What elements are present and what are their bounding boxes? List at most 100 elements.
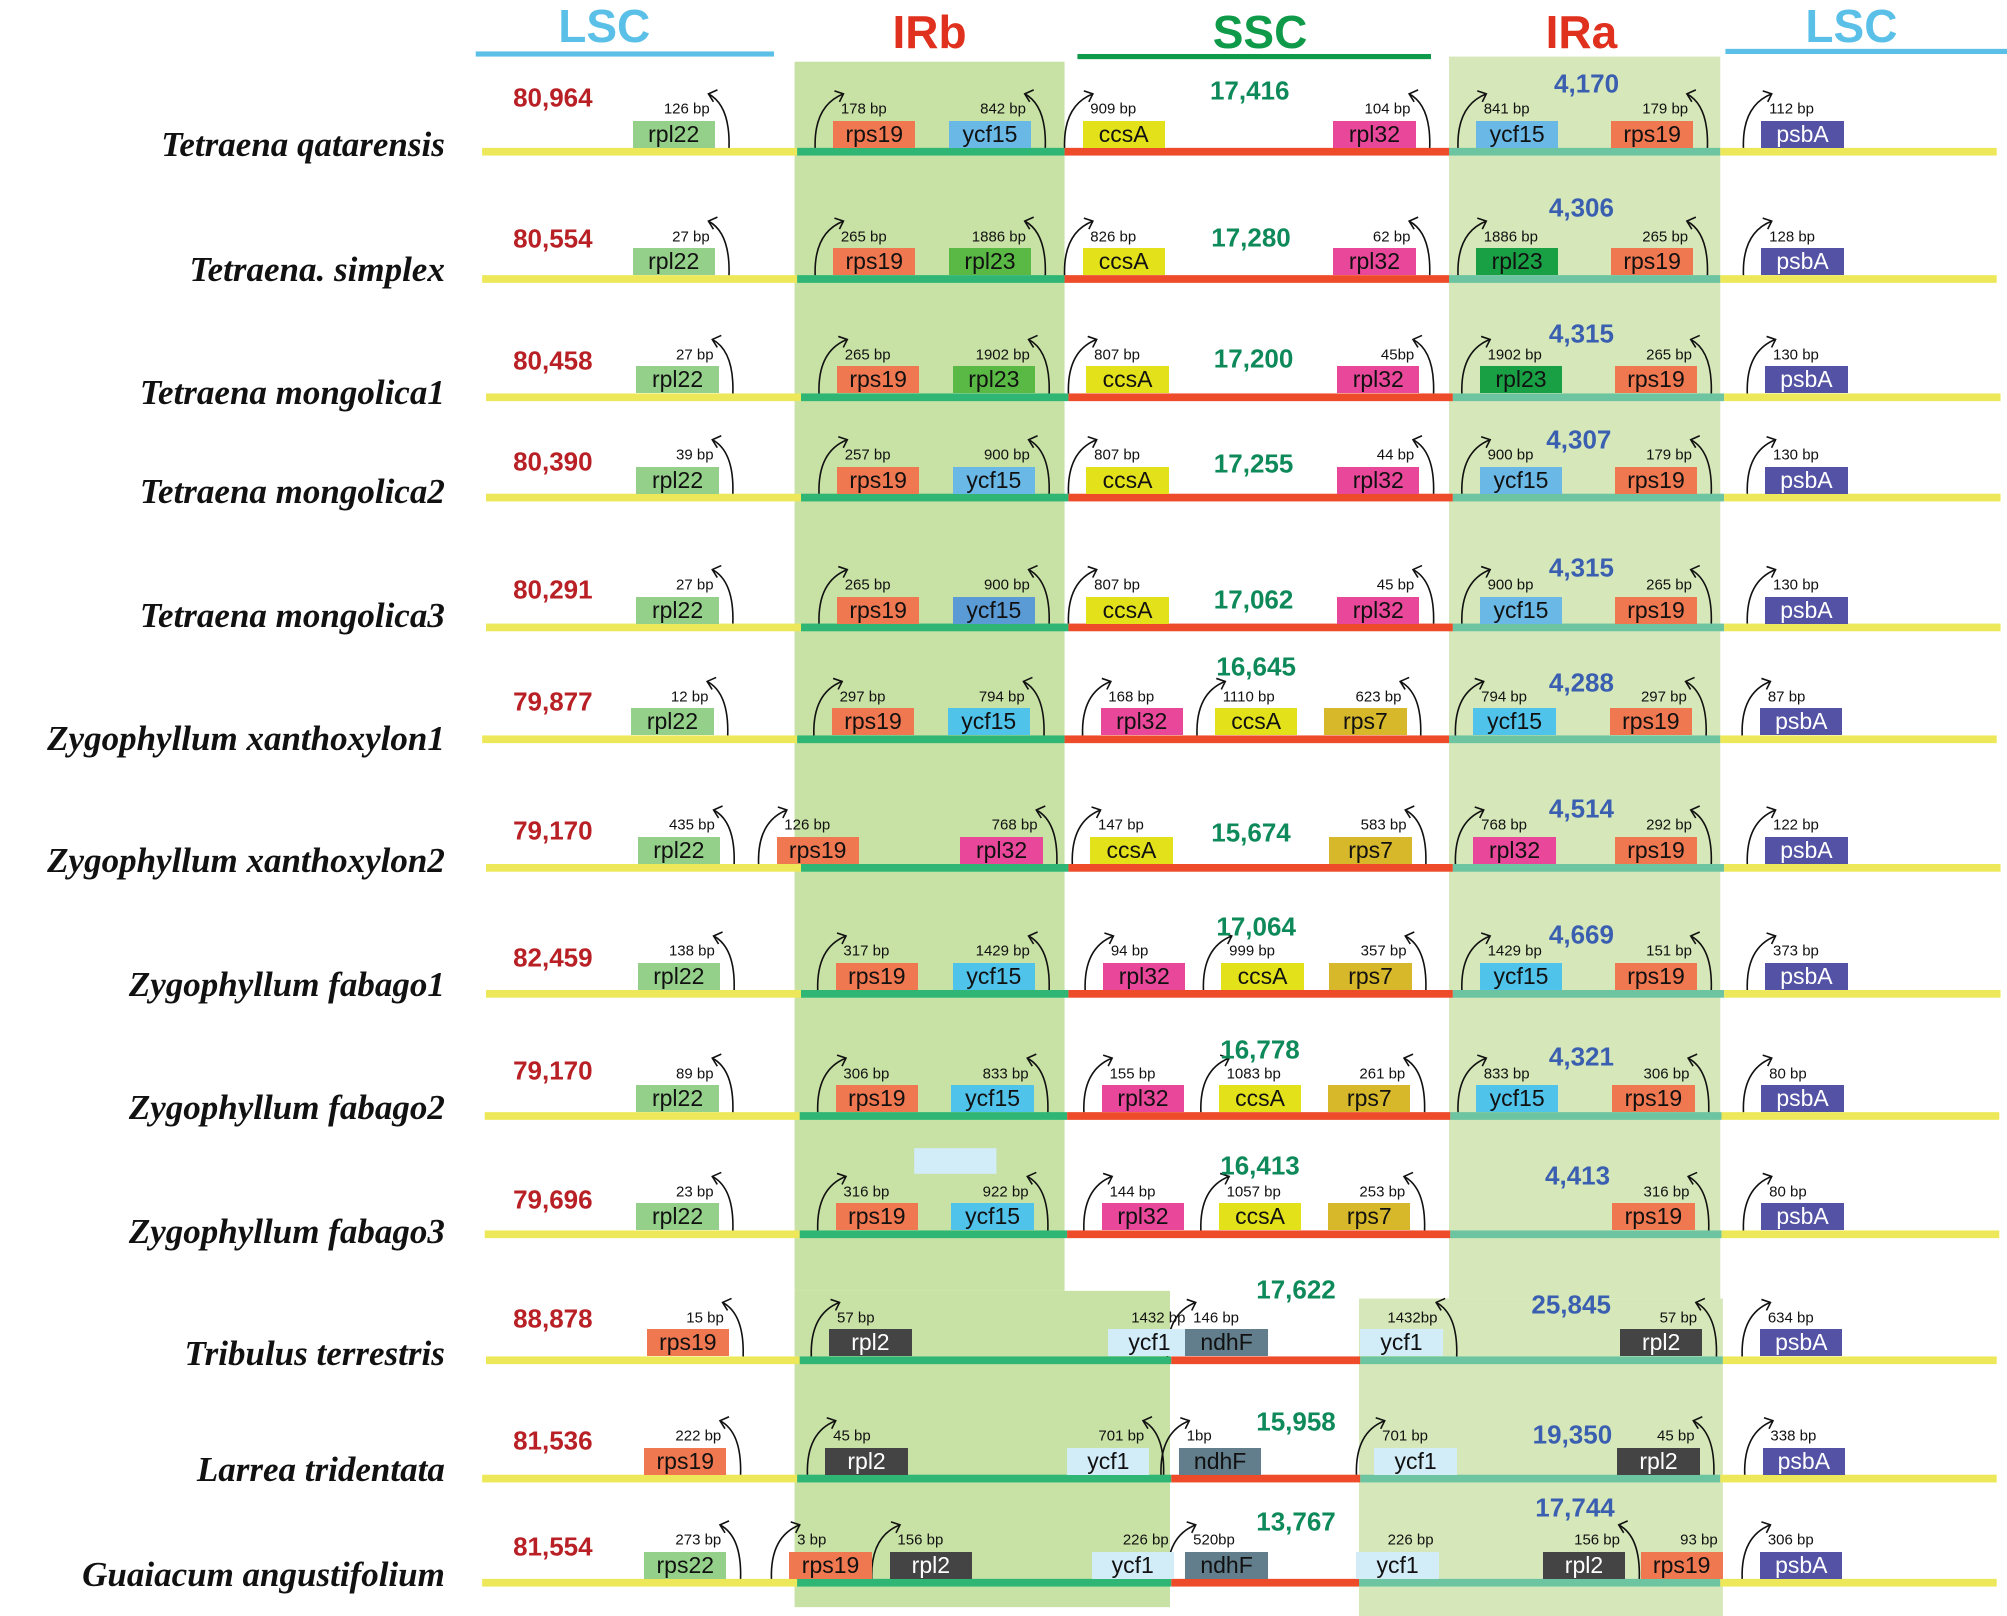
arrowhead-icon — [1685, 89, 1697, 103]
arrowhead-icon — [1766, 932, 1777, 945]
irb-segment — [801, 393, 1069, 402]
arrowhead-icon — [836, 1172, 848, 1185]
arrowhead-icon — [718, 1415, 730, 1430]
bp-label: 265 bp — [1646, 346, 1692, 364]
lsc-segment — [1720, 147, 1997, 156]
bp-label: 833 bp — [982, 1065, 1029, 1083]
arrow-right-icon — [1160, 1419, 1190, 1475]
bp-label: 292 bp — [1646, 816, 1692, 834]
arrowhead-icon — [1689, 564, 1701, 578]
gene-box-rps7: rps7 — [1324, 708, 1407, 736]
lsc-length: 80,964 — [513, 82, 593, 113]
arrowhead-icon — [1402, 1171, 1414, 1185]
arrowhead-icon — [1766, 435, 1777, 449]
gene-box-rpl32: rpl32 — [1103, 963, 1186, 990]
lsc-segment — [1724, 393, 2001, 402]
arrow-right-icon — [816, 935, 847, 991]
ssc-length: 16,645 — [1216, 651, 1296, 682]
arrow-right-icon — [1457, 220, 1487, 276]
arrowhead-icon — [1766, 335, 1777, 348]
arrow-left-icon — [708, 220, 730, 276]
arrow-left-icon — [706, 680, 729, 736]
irb-segment — [801, 990, 1069, 998]
gene-box-ycf1: ycf1 — [1108, 1329, 1191, 1357]
arrow-right-icon — [1746, 438, 1776, 494]
arrow-right-icon — [1084, 935, 1114, 991]
arrow-right-icon — [1355, 1419, 1386, 1475]
gene-box-ccsA: ccsA — [1082, 120, 1165, 148]
bp-label: 1432bp — [1387, 1309, 1438, 1327]
lsc-segment — [482, 1578, 798, 1587]
bp-label: 306 bp — [1643, 1065, 1690, 1083]
arrow-left-icon — [1408, 93, 1431, 148]
gene-box-rps19: rps19 — [833, 248, 916, 276]
arrow-right-icon — [1461, 438, 1491, 494]
arrow-right-icon — [818, 438, 848, 494]
arrowhead-icon — [1694, 1297, 1706, 1311]
lsc-segment — [482, 1474, 798, 1483]
bp-label: 841 bp — [1483, 100, 1530, 118]
header-underline-ssc — [1077, 54, 1431, 60]
gene-box-ccsA: ccsA — [1218, 1203, 1302, 1231]
bp-label: 1902 bp — [1487, 346, 1542, 364]
lsc-segment — [482, 147, 798, 156]
bp-label: 306 bp — [1767, 1531, 1814, 1549]
arrowhead-icon — [777, 806, 788, 819]
ira-segment — [1452, 493, 1725, 502]
bp-label: 306 bp — [843, 1065, 890, 1083]
bp-label: 842 bp — [980, 100, 1026, 118]
ira-segment — [1360, 1474, 1721, 1483]
ira-segment — [1452, 623, 1725, 632]
arrow-left-icon — [1404, 809, 1427, 865]
arrow-left-icon — [719, 1524, 742, 1579]
ssc-segment — [1064, 147, 1449, 156]
gene-box-ccsA: ccsA — [1082, 248, 1165, 276]
arrow-right-icon — [818, 338, 848, 394]
arrow-right-icon — [1196, 680, 1226, 736]
arrow-left-icon — [1026, 1057, 1049, 1113]
gene-box-ycf1: ycf1 — [1356, 1551, 1439, 1579]
arrow-right-icon — [1743, 1419, 1774, 1475]
lsc-segment — [1724, 623, 2001, 632]
arrow-left-icon — [1023, 680, 1045, 736]
gene-box-rps7: rps7 — [1328, 1085, 1411, 1113]
gene-box-psbA: psbA — [1765, 963, 1848, 990]
species-name: Zygophyllum fabago1 — [128, 964, 445, 1004]
arrowhead-icon — [1692, 1415, 1703, 1430]
bp-label: 57 bp — [837, 1309, 875, 1327]
bp-label: 253 bp — [1359, 1183, 1406, 1201]
arrow-right-icon — [1454, 680, 1485, 736]
arrowhead-icon — [1477, 90, 1488, 103]
bp-label: 1083 bp — [1226, 1065, 1281, 1083]
gene-box-ccsA: ccsA — [1086, 596, 1169, 624]
lsc-segment — [482, 275, 798, 283]
arrow-right-icon — [816, 1175, 847, 1231]
gene-box-rpl32: rpl32 — [1337, 466, 1420, 494]
gene-box-rpl2: rpl2 — [829, 1329, 912, 1357]
arrowhead-icon — [1686, 1053, 1698, 1067]
arrowhead-icon — [707, 89, 718, 103]
arrow-left-icon — [1028, 439, 1050, 494]
ir-length: 4,170 — [1554, 68, 1620, 99]
bp-label: 138 bp — [668, 942, 715, 960]
arrowhead-icon — [1761, 1521, 1772, 1534]
gene-box-ycf1: ycf1 — [1067, 1447, 1150, 1475]
arrow-left-icon — [1692, 1420, 1715, 1475]
arrow-left-icon — [1687, 1057, 1710, 1113]
bp-label: 794 bp — [1481, 688, 1528, 706]
species-name: Tribulus terrestris — [184, 1333, 445, 1373]
bp-label: 80 bp — [1769, 1065, 1807, 1083]
arrow-right-icon — [1067, 568, 1098, 624]
gene-box-rpl22: rpl22 — [632, 120, 715, 148]
arrowhead-icon — [1023, 89, 1035, 103]
ssc-length: 15,958 — [1256, 1406, 1336, 1437]
bp-label: 147 bp — [1098, 816, 1144, 834]
ssc-length: 16,413 — [1220, 1150, 1300, 1181]
arrowhead-icon — [1027, 434, 1038, 449]
ir-length: 4,413 — [1545, 1160, 1611, 1191]
ssc-length: 17,200 — [1213, 343, 1294, 374]
arrow-left-icon — [1028, 935, 1050, 991]
lsc-segment — [486, 493, 801, 502]
arrowhead-icon — [832, 677, 844, 690]
arrow-left-icon — [708, 93, 730, 148]
